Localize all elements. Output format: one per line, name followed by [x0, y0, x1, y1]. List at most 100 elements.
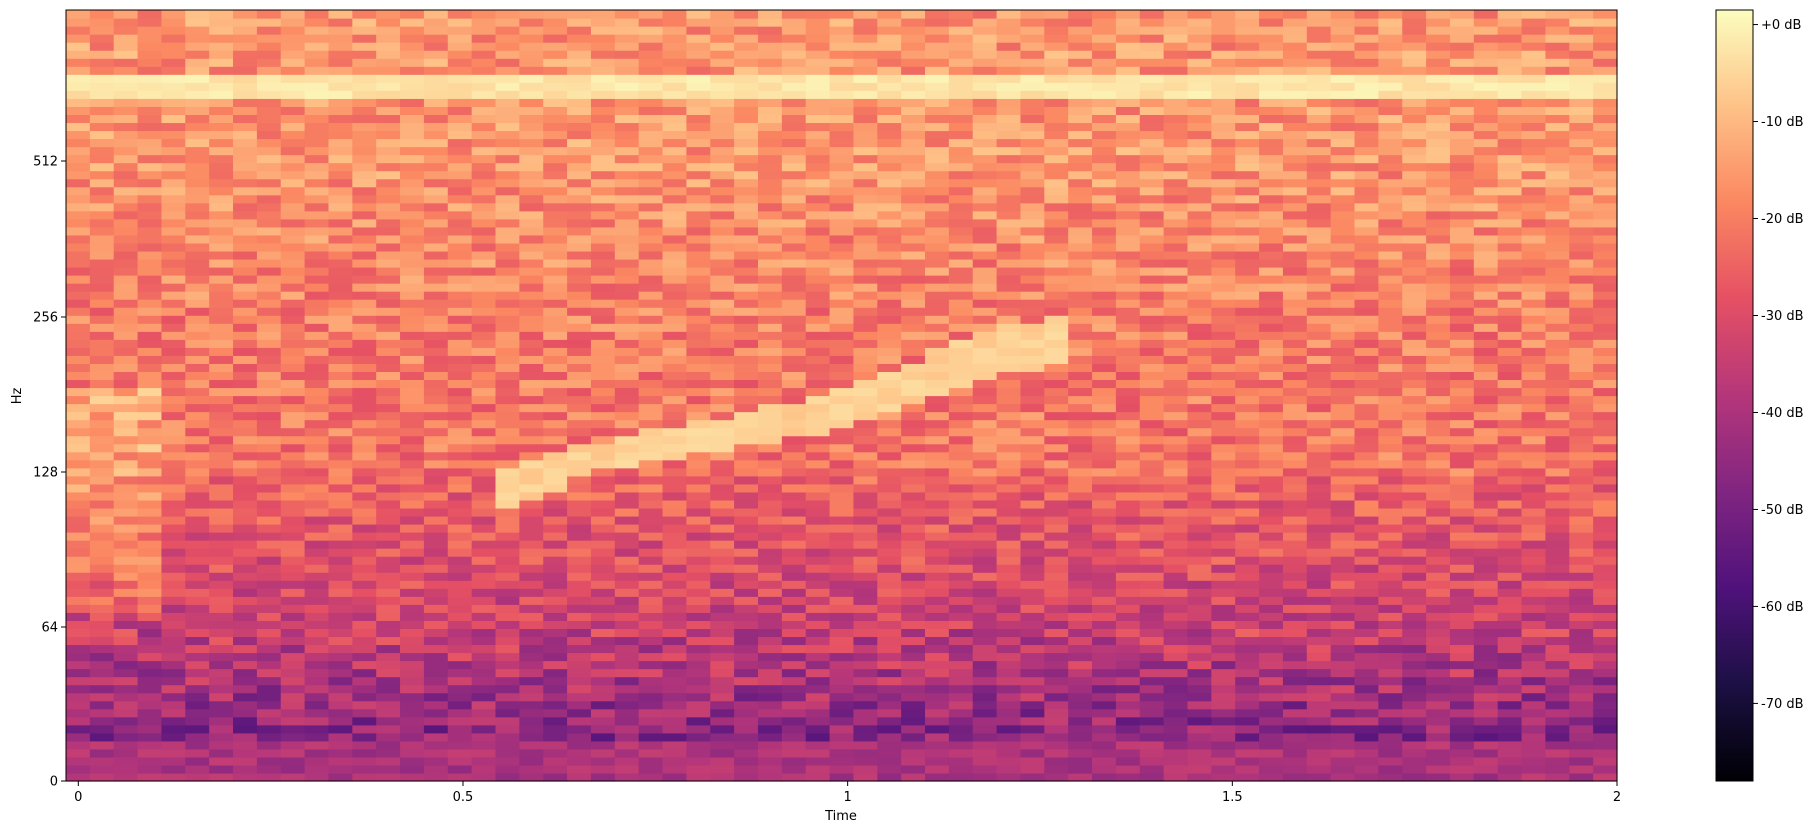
- heatmap-cell: [1163, 74, 1189, 83]
- heatmap-cell: [1020, 98, 1045, 107]
- heatmap-cell: [662, 315, 687, 324]
- heatmap-cell: [1259, 194, 1284, 204]
- heatmap-cell: [495, 130, 520, 140]
- heatmap-cell: [686, 483, 711, 493]
- heatmap-cell: [1044, 122, 1069, 132]
- heatmap-cell: [400, 106, 425, 116]
- heatmap-cell: [89, 572, 115, 581]
- heatmap-cell: [1139, 676, 1165, 686]
- heatmap-cell: [996, 443, 1022, 453]
- heatmap-cell: [185, 475, 210, 485]
- heatmap-cell: [853, 387, 878, 397]
- heatmap-cell: [686, 644, 711, 654]
- heatmap-cell: [1187, 186, 1212, 196]
- heatmap-cell: [328, 483, 353, 493]
- heatmap-cell: [853, 234, 878, 244]
- heatmap-cell: [781, 154, 807, 164]
- heatmap-cell: [710, 772, 735, 782]
- heatmap-cell: [1187, 596, 1212, 605]
- heatmap-cell: [256, 443, 282, 453]
- heatmap-cell: [89, 283, 115, 292]
- heatmap-cell: [829, 242, 855, 252]
- heatmap-cell: [519, 210, 544, 220]
- heatmap-cell: [590, 114, 616, 124]
- heatmap-cell: [781, 724, 807, 734]
- heatmap-cell: [1139, 548, 1165, 557]
- heatmap-cell: [519, 226, 544, 236]
- heatmap-cell: [471, 427, 497, 437]
- heatmap-cell: [1187, 267, 1212, 276]
- heatmap-cell: [400, 556, 425, 565]
- heatmap-cell: [66, 764, 91, 774]
- heatmap-cell: [781, 379, 807, 389]
- heatmap-cell: [280, 483, 306, 493]
- heatmap-cell: [686, 515, 711, 525]
- heatmap-cell: [1044, 194, 1069, 204]
- heatmap-cell: [1235, 708, 1260, 718]
- heatmap-cell: [638, 138, 664, 148]
- heatmap-cell: [137, 146, 163, 156]
- heatmap-cell: [137, 756, 163, 766]
- heatmap-cell: [1235, 628, 1260, 638]
- heatmap-cell: [328, 186, 353, 196]
- heatmap-cell: [423, 74, 449, 83]
- heatmap-cell: [447, 283, 473, 292]
- heatmap-cell: [113, 644, 139, 654]
- heatmap-cell: [1163, 483, 1189, 493]
- heatmap-cell: [1211, 379, 1236, 389]
- heatmap-cell: [877, 66, 902, 75]
- heatmap-cell: [471, 347, 497, 356]
- heatmap-cell: [1187, 170, 1212, 180]
- heatmap-cell: [423, 692, 449, 702]
- heatmap-cell: [209, 50, 234, 59]
- heatmap-cell: [1115, 379, 1141, 389]
- heatmap-cell: [948, 138, 974, 148]
- heatmap-cell: [519, 660, 544, 670]
- heatmap-cell: [352, 90, 377, 99]
- heatmap-cell: [1092, 42, 1117, 51]
- heatmap-cell: [89, 395, 115, 405]
- heatmap-cell: [137, 267, 163, 276]
- heatmap-cell: [376, 628, 401, 638]
- heatmap-cell: [423, 588, 449, 597]
- heatmap-cell: [328, 178, 353, 188]
- heatmap-cell: [829, 612, 855, 621]
- heatmap-cell: [1282, 708, 1308, 718]
- heatmap-cell: [567, 475, 592, 485]
- heatmap-cell: [352, 363, 377, 373]
- heatmap-cell: [519, 138, 544, 148]
- heatmap-cell: [233, 307, 258, 316]
- heatmap-cell: [352, 202, 377, 212]
- heatmap-cell: [1211, 34, 1236, 43]
- heatmap-cell: [734, 395, 759, 405]
- heatmap-cell: [567, 724, 592, 734]
- heatmap-cell: [590, 98, 616, 107]
- heatmap-cell: [972, 604, 998, 613]
- heatmap-cell: [543, 660, 568, 670]
- heatmap-cell: [1187, 283, 1212, 292]
- heatmap-cell: [137, 764, 163, 774]
- heatmap-cell: [89, 106, 115, 116]
- heatmap-cell: [662, 708, 687, 718]
- heatmap-cell: [280, 234, 306, 244]
- heatmap-cell: [185, 636, 210, 646]
- heatmap-cell: [89, 467, 115, 477]
- heatmap-cell: [280, 379, 306, 389]
- heatmap-cell: [829, 34, 855, 43]
- heatmap-cell: [1211, 764, 1236, 774]
- heatmap-cell: [662, 82, 687, 91]
- heatmap-cell: [1235, 740, 1260, 750]
- heatmap-cell: [829, 98, 855, 107]
- heatmap-cell: [757, 708, 783, 718]
- heatmap-cell: [925, 363, 950, 373]
- heatmap-cell: [113, 524, 139, 533]
- heatmap-cell: [805, 676, 831, 686]
- heatmap-cell: [757, 740, 783, 750]
- heatmap-cell: [495, 491, 520, 501]
- heatmap-cell: [495, 748, 520, 758]
- heatmap-cell: [280, 371, 306, 381]
- heatmap-cell: [113, 58, 139, 67]
- heatmap-cell: [638, 740, 664, 750]
- heatmap-cell: [638, 371, 664, 381]
- heatmap-cell: [1115, 772, 1141, 782]
